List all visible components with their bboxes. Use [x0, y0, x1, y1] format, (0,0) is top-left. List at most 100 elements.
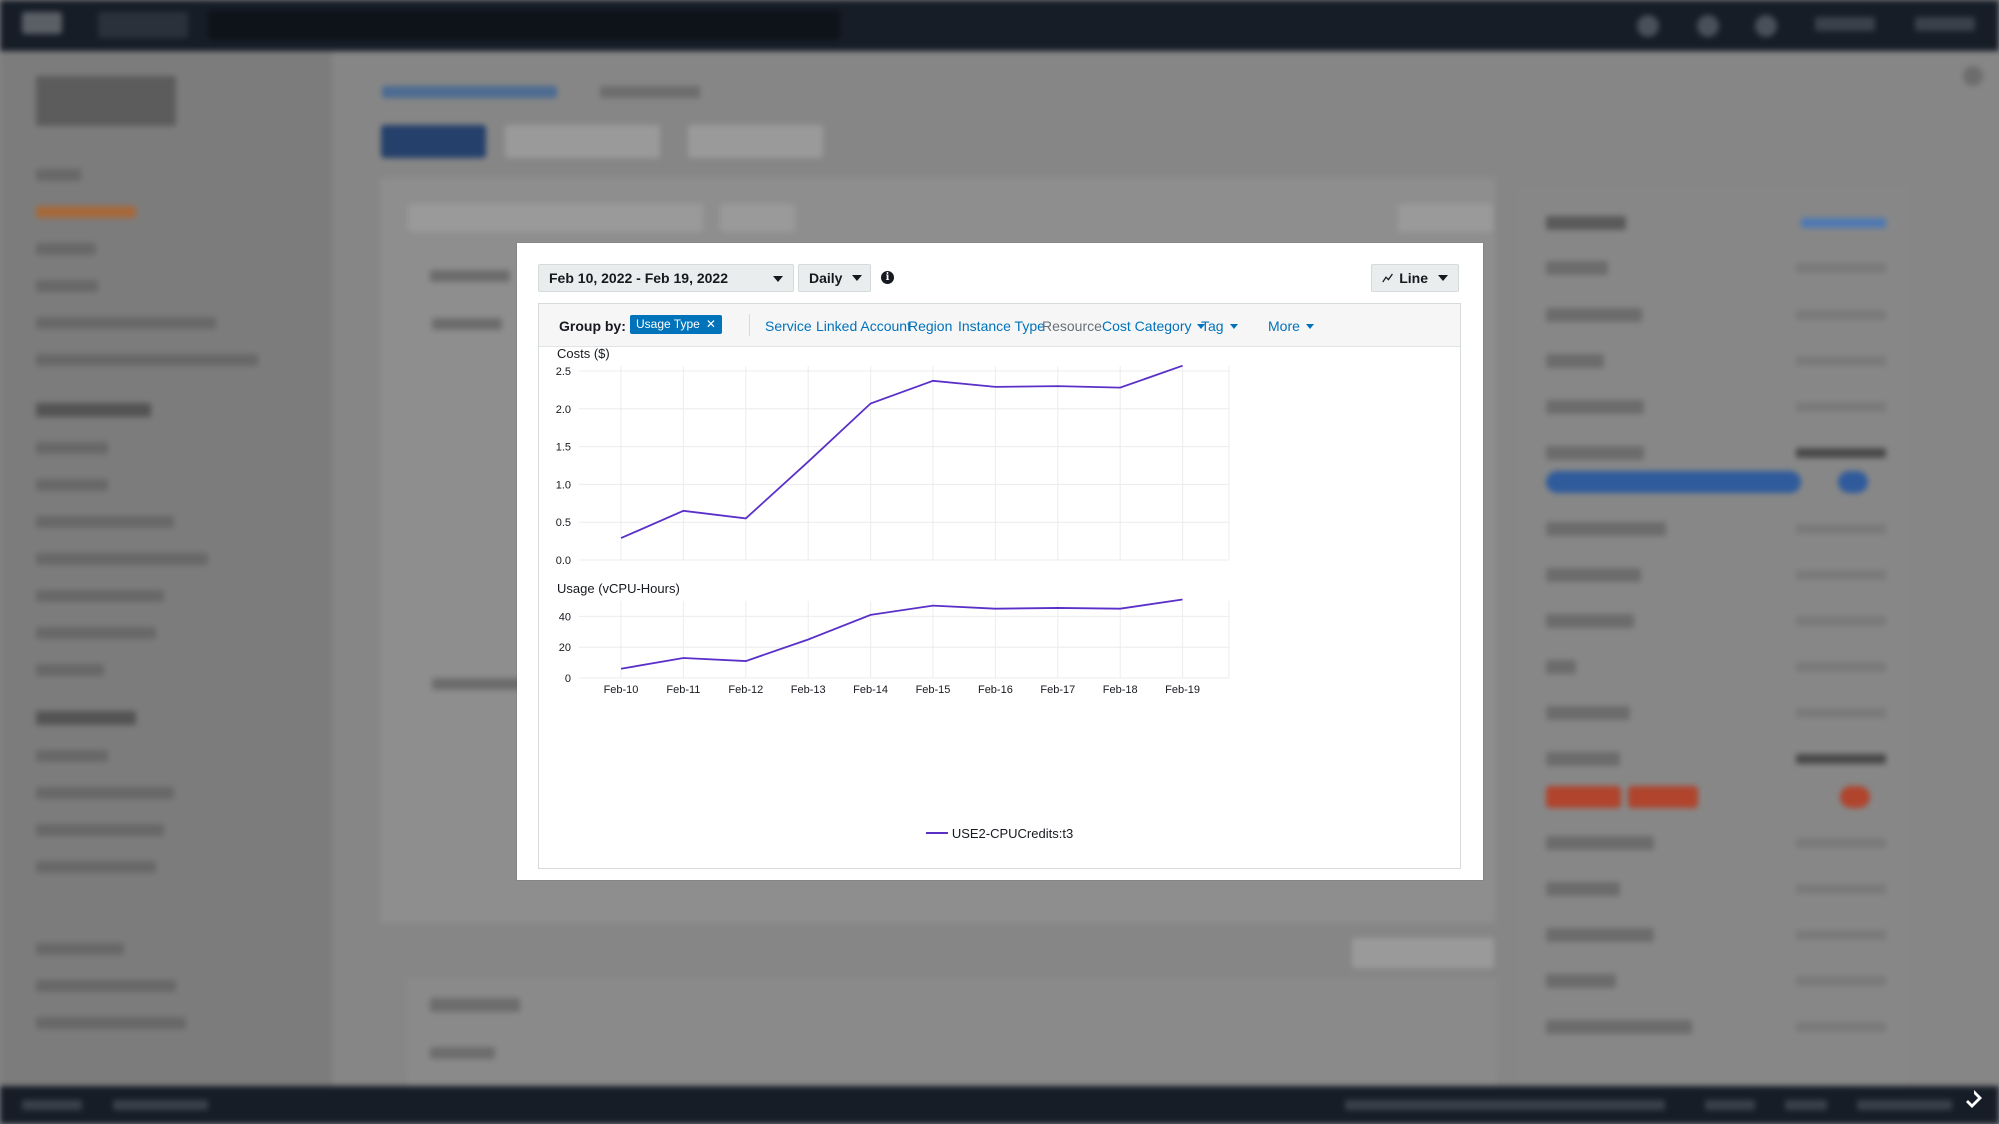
x-tick-label: Feb-10	[604, 684, 639, 696]
sidebar-item	[36, 787, 174, 799]
chevron-down-icon	[1438, 275, 1448, 281]
sidebar-item	[36, 280, 98, 292]
breadcrumb	[382, 86, 557, 98]
option-label: Resource	[1042, 318, 1102, 334]
sidebar-item	[36, 1017, 186, 1029]
sidebar-item	[36, 516, 174, 528]
y-tick-label: 40	[559, 611, 571, 623]
x-tick-label: Feb-19	[1165, 684, 1200, 696]
x-tick-label: Feb-14	[853, 684, 888, 696]
group-by-option-instance-type[interactable]: Instance Type	[958, 318, 1045, 334]
x-tick-label: Feb-17	[1040, 684, 1075, 696]
usage-bg	[432, 678, 522, 690]
granularity-label: Daily	[809, 270, 843, 286]
sidebar-item	[36, 317, 216, 329]
info-icon[interactable]: i	[881, 271, 894, 284]
toptal-logo	[1966, 1090, 1982, 1108]
sidebar-item	[36, 824, 164, 836]
option-label: Service	[765, 318, 812, 334]
sidebar-item	[36, 664, 104, 676]
sidebar-item	[36, 861, 156, 873]
chevron-down-icon	[1197, 324, 1206, 329]
divider	[749, 314, 750, 336]
granularity-bg	[720, 204, 795, 232]
date-range-label: Feb 10, 2022 - Feb 19, 2022	[549, 270, 728, 286]
option-label: Region	[908, 318, 953, 334]
close-icon[interactable]: ✕	[705, 317, 716, 331]
line-charts: Costs ($) 0.0 0.5 1.0 1.5 2.0 2.5 Usage (vCPU-H…	[556, 347, 1230, 696]
chart-type-dropdown[interactable]: Line	[1371, 264, 1459, 292]
group-by-option-region[interactable]: Region	[908, 318, 952, 334]
recent-reports-bg	[505, 125, 660, 158]
chevron-down-icon	[1305, 324, 1314, 329]
series-line	[620, 598, 1183, 670]
download-csv-bg	[1352, 938, 1494, 968]
option-label: More	[1268, 318, 1300, 334]
x-tick-label: Feb-11	[666, 684, 700, 696]
save-button-bg	[381, 125, 486, 158]
group-by-option-tag[interactable]: Tag	[1201, 318, 1238, 334]
sidebar-item	[36, 243, 96, 255]
chart-legend: USE2-CPUCredits:t3	[539, 826, 1460, 841]
option-label: Cost Category	[1102, 318, 1192, 334]
granularity-dropdown[interactable]: Daily	[798, 264, 871, 292]
chevron-down-icon	[852, 275, 863, 281]
group-by-selected-label: Usage Type	[636, 317, 700, 331]
settings-icon	[1963, 66, 1983, 86]
date-range-picker[interactable]: Feb 10, 2022 - Feb 19, 2022	[538, 264, 794, 292]
group-by-option-linked-account[interactable]: Linked Account	[816, 318, 911, 334]
sidebar-item	[36, 206, 136, 218]
groupby-bg	[430, 270, 510, 282]
aws-logo	[22, 12, 62, 34]
breadcrumb	[600, 86, 700, 98]
services-menu	[98, 12, 188, 38]
legend-label: USE2-CPUCredits:t3	[951, 826, 1074, 841]
cloudshell-icon	[1637, 15, 1659, 37]
group-by-label: Group by:	[559, 318, 626, 334]
chevron-down-icon	[773, 276, 783, 282]
group-by-option-cost-category[interactable]: Cost Category	[1102, 318, 1206, 334]
legend-swatch	[925, 832, 948, 834]
cost-explorer-chart-card: Feb 10, 2022 - Feb 19, 2022 Daily i Line…	[517, 243, 1483, 880]
sidebar-item	[36, 750, 108, 762]
option-label: Tag	[1201, 318, 1224, 334]
sidebar-item	[36, 980, 176, 992]
sidebar-item	[36, 442, 108, 454]
group-by-option-service[interactable]: Service	[765, 318, 812, 334]
axis-title: Costs ($)	[557, 347, 610, 361]
help-icon	[1755, 15, 1777, 37]
option-label: Instance Type	[958, 318, 1045, 334]
y-tick-label: 1.0	[556, 479, 571, 491]
group-by-selected-token[interactable]: Usage Type ✕	[630, 315, 722, 334]
y-tick-label: 1.5	[556, 442, 571, 454]
x-tick-label: Feb-15	[916, 684, 951, 696]
group-by-bar: Group by: Usage Type ✕ Service Linked Ac…	[539, 304, 1460, 347]
sidebar-item	[36, 479, 108, 491]
x-tick-label: Feb-18	[1103, 684, 1138, 696]
x-tick-label: Feb-16	[978, 684, 1013, 696]
sidebar-item	[36, 553, 208, 565]
sidebar-section	[36, 711, 136, 725]
charttype-bg	[1398, 204, 1493, 232]
console-footer	[0, 1086, 1999, 1124]
sidebar-title	[36, 76, 176, 126]
y-tick-label: 20	[559, 642, 571, 654]
y-tick-label: 2.0	[556, 404, 571, 416]
sidebar-item	[36, 943, 124, 955]
line-chart-icon	[1382, 273, 1393, 283]
sidebar-item	[36, 627, 156, 639]
date-bg	[408, 204, 703, 232]
axis-title: Usage (vCPU-Hours)	[557, 581, 680, 596]
group-by-option-more[interactable]: More	[1268, 318, 1314, 334]
chevron-down-icon	[1229, 324, 1238, 329]
global-search	[208, 10, 840, 40]
table-bg	[407, 978, 1497, 1086]
bell-icon	[1697, 15, 1719, 37]
group-by-option-resource[interactable]: Resource	[1042, 318, 1102, 334]
top-navigation-bar	[0, 0, 1999, 51]
new-report-bg	[688, 125, 823, 158]
y-tick-label: 0	[565, 673, 571, 685]
option-label: Linked Account	[816, 318, 911, 334]
chart-type-label: Line	[1399, 270, 1428, 286]
sidebar-section	[36, 403, 151, 417]
